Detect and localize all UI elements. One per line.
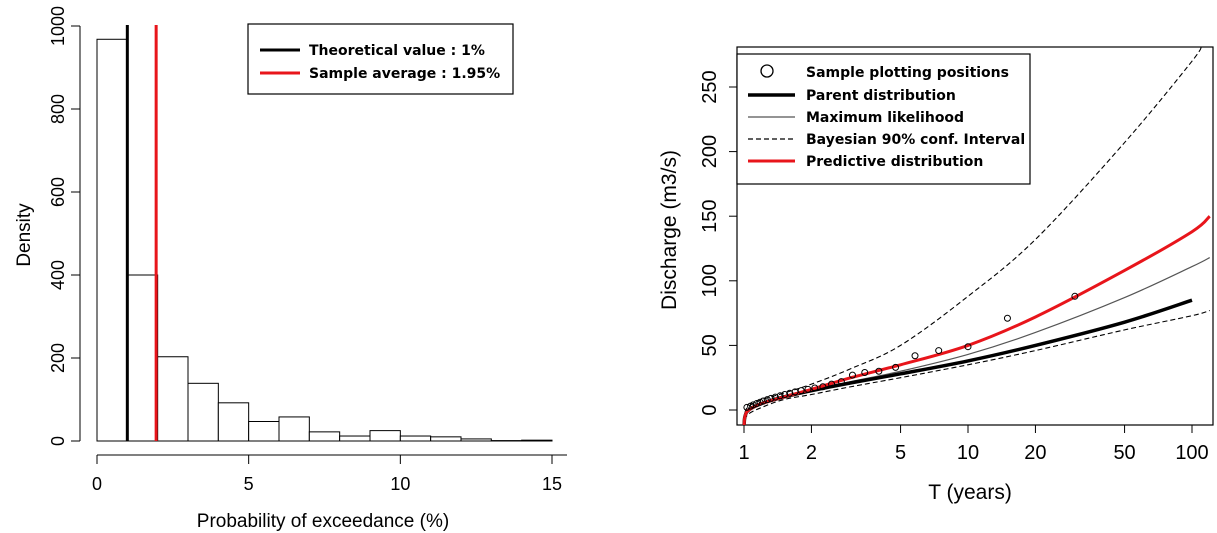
plotting-position-point — [804, 385, 812, 393]
plotting-position-point — [935, 347, 943, 355]
plotting-position-point — [848, 371, 856, 379]
frequency-x-axis: 1 2 5 10 20 50 100 — [738, 425, 1209, 464]
legend-label-parent: Parent distribution — [806, 88, 956, 104]
plotting-position-point — [837, 378, 845, 386]
plotting-position-point — [749, 401, 757, 409]
histogram-y-tick-label: 800 — [48, 94, 68, 124]
frequency-y-tick-label: 50 — [699, 334, 721, 356]
histogram-bar-8 — [339, 435, 371, 442]
plotting-position-point — [1071, 292, 1079, 300]
histogram-reference-lines — [125, 25, 158, 441]
plotting-position-point — [753, 400, 761, 408]
plotting-position-point — [756, 398, 764, 406]
frequency-x-axis-title: T (years) — [928, 481, 1012, 504]
frequency-curve-chart: 1 2 5 10 20 50 100 0 50 100 150 200 250 T (years) D… — [658, 46, 1214, 504]
frequency-y-axis-title: Discharge (m3/s) — [658, 150, 681, 310]
frequency-y-tick-label: 250 — [699, 70, 721, 103]
histogram-x-tick-label: 10 — [390, 474, 410, 494]
histogram-bar-10 — [399, 435, 432, 442]
plotting-position-point — [767, 394, 775, 402]
histogram-y-tick-label: 0 — [48, 436, 68, 446]
histogram-y-tick-label: 400 — [48, 260, 68, 290]
plotting-position-point — [743, 403, 751, 411]
frequency-y-tick-label: 100 — [699, 264, 721, 297]
frequency-x-tick-label: 20 — [1024, 442, 1046, 464]
plotting-position-point — [797, 387, 805, 395]
legend-label-predictive: Predictive distribution — [806, 154, 983, 170]
frequency-x-tick-label: 10 — [957, 442, 979, 464]
histogram-y-tick-label: 600 — [48, 177, 68, 207]
plotting-position-point — [771, 393, 779, 401]
histogram-bar-5 — [248, 420, 280, 442]
plotting-position-point — [911, 352, 919, 360]
frequency-y-tick-label: 150 — [699, 200, 721, 233]
histogram-y-axis-title: Density — [14, 203, 35, 267]
histogram-bar-9 — [369, 430, 401, 442]
histogram-bar-6 — [278, 416, 310, 442]
histogram-bar-2 — [157, 356, 189, 442]
legend-swatch-plotting-positions — [760, 64, 774, 78]
histogram-bar-0 — [96, 38, 128, 442]
plotting-position-point — [763, 396, 771, 404]
frequency-x-tick-label: 50 — [1113, 442, 1135, 464]
plotting-position-point — [892, 363, 900, 371]
legend-label-theoretical: Theoretical value : 1% — [309, 43, 485, 59]
plotting-position-point — [759, 397, 767, 405]
conf-interval-lower-line — [743, 309, 1210, 425]
histogram-chart: 0 5 10 15 0 200 400 600 800 1000 Probability of … — [14, 6, 567, 532]
histogram-y-axis: 0 200 400 600 800 1000 — [48, 6, 81, 446]
frequency-x-tick-label: 2 — [806, 442, 817, 464]
plotting-position-point — [1003, 314, 1011, 322]
histogram-bar-7 — [308, 431, 341, 442]
frequency-y-tick-label: 0 — [699, 404, 721, 415]
plotting-position-point — [781, 390, 789, 398]
parent-distribution-line — [742, 298, 1193, 425]
frequency-plot-frame — [736, 46, 1214, 426]
histogram-legend: Theoretical value : 1% Sample average : … — [247, 23, 514, 95]
histogram-bar-1 — [126, 274, 159, 442]
plotting-position-point — [964, 343, 972, 351]
histogram-bar-14 — [521, 439, 553, 442]
plotting-position-point — [776, 392, 784, 400]
legend-label-sample-average: Sample average : 1.95% — [309, 66, 500, 82]
plotting-position-point — [811, 384, 819, 392]
frequency-x-tick-label: 1 — [738, 442, 749, 464]
histogram-bar-3 — [187, 382, 219, 442]
plotting-position-point — [861, 369, 869, 377]
plotting-position-point — [828, 380, 836, 388]
plotting-position-point — [875, 367, 883, 375]
histogram-x-tick-label: 15 — [542, 474, 562, 494]
frequency-x-tick-label: 100 — [1175, 442, 1208, 464]
frequency-series — [742, 47, 1211, 425]
histogram-y-tick-label: 1000 — [48, 6, 68, 46]
frequency-y-axis: 0 50 100 150 200 250 — [699, 70, 737, 416]
histogram-bar-4 — [217, 402, 250, 442]
frequency-y-tick-label: 200 — [699, 135, 721, 168]
histogram-x-tick-label: 5 — [244, 474, 254, 494]
frequency-x-tick-label: 5 — [895, 442, 906, 464]
histogram-x-tick-label: 0 — [92, 474, 102, 494]
histogram-x-axis-title: Probability of exceedance (%) — [197, 511, 449, 532]
legend-label-max-likelihood: Maximum likelihood — [806, 110, 964, 126]
histogram-bar-12 — [460, 438, 492, 442]
histogram-y-tick-label: 200 — [48, 343, 68, 373]
histogram-x-axis: 0 5 10 15 — [92, 454, 567, 494]
frequency-legend: Sample plotting positions Parent distrib… — [736, 53, 1031, 185]
histogram-bar-11 — [430, 436, 462, 442]
histogram-legend-box — [247, 23, 514, 95]
plotting-position-point — [819, 383, 827, 391]
legend-label-plotting-positions: Sample plotting positions — [806, 65, 1009, 81]
histogram-bars — [96, 38, 553, 442]
legend-label-conf-interval: Bayesian 90% conf. Interval — [806, 132, 1025, 148]
